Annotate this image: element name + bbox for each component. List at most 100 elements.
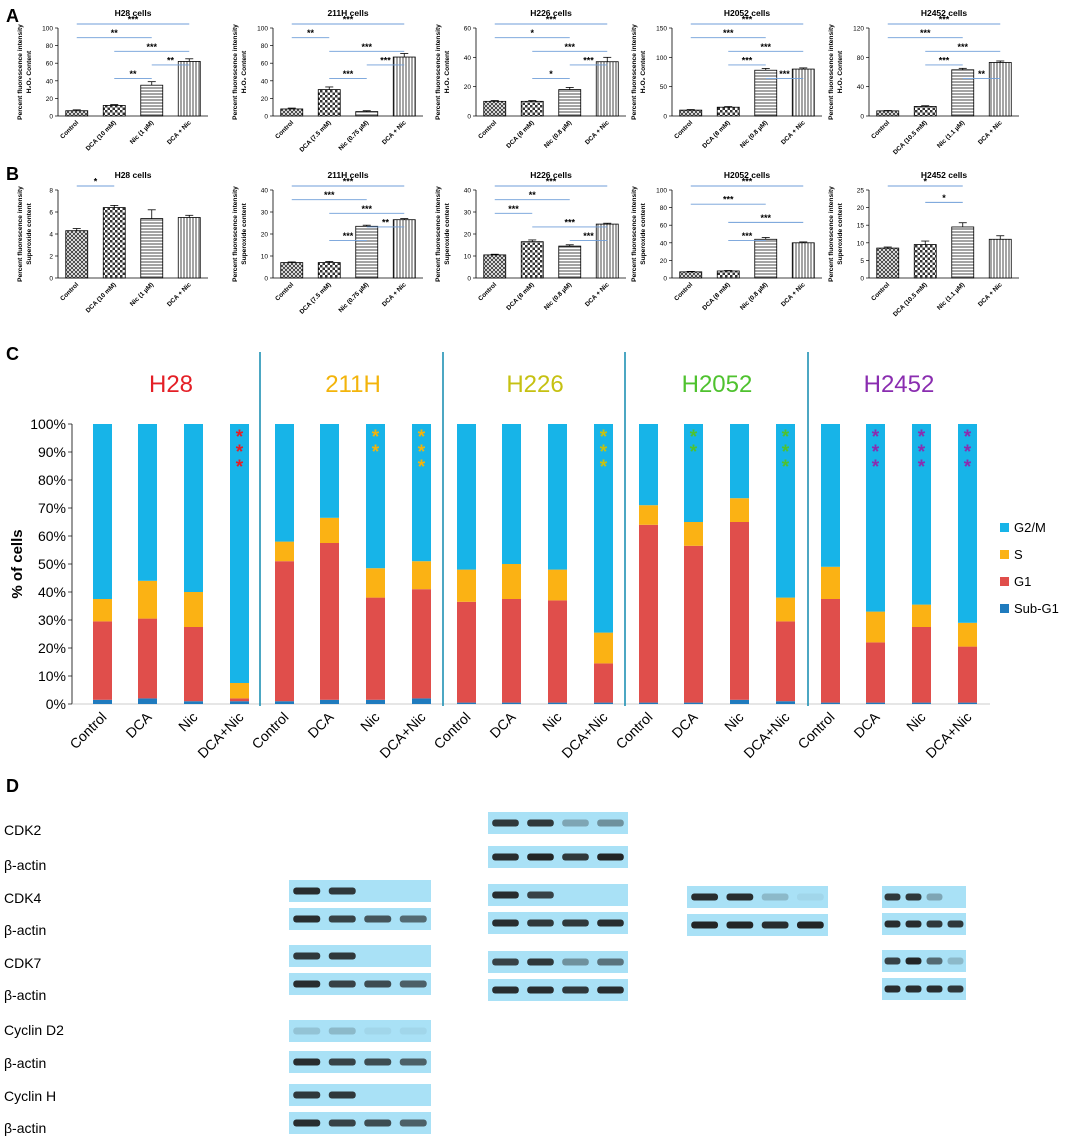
- blot-band: [947, 985, 964, 993]
- blot-strip: [289, 1112, 431, 1134]
- blot-band: [527, 958, 554, 966]
- category-label: Nic (0.8 µM): [543, 119, 573, 149]
- bar: [558, 89, 582, 117]
- chart-b2: 211H cells 0 10 20 30 40 Percent fluorescence …: [232, 170, 423, 316]
- blot-band: [293, 1027, 321, 1035]
- bar: [392, 219, 416, 279]
- blot-band: [884, 985, 901, 993]
- y-tick-label: 50%: [38, 556, 66, 572]
- g1-segment: [912, 627, 931, 703]
- blot-band: [328, 887, 356, 895]
- y-tick-label: 20: [464, 232, 472, 239]
- y-tick-label: 0: [49, 114, 53, 121]
- s-segment: [366, 568, 385, 598]
- blot-band: [905, 985, 922, 993]
- significance-label: ***: [128, 15, 139, 25]
- significance-label: ***: [508, 204, 519, 214]
- sub-g1-segment: [594, 702, 613, 704]
- blot-band: [527, 853, 554, 861]
- blot-band: [328, 915, 356, 923]
- panel-c-cell-cycle: 0% 10% 20% 30% 40% 50% 60% 70% 80% 90% 100% % of ce…: [9, 352, 1059, 761]
- chart-title: H226 cells: [530, 8, 572, 18]
- blot-strip: [289, 1051, 431, 1073]
- blot-band: [562, 958, 589, 966]
- legend-label: G2/M: [1014, 520, 1046, 535]
- y-tick-label: 40: [261, 78, 269, 85]
- blot-band: [726, 893, 754, 901]
- y-tick-label: 15: [857, 223, 865, 230]
- significance-label: *: [94, 177, 98, 187]
- blot-strip: [882, 886, 966, 908]
- category-label: Control: [673, 281, 694, 302]
- g1-segment: [502, 599, 521, 703]
- y-axis-label-2: Superoxide content: [640, 202, 647, 264]
- significance-label: **: [529, 190, 537, 200]
- group-title: H28: [149, 371, 193, 398]
- blot-band: [492, 919, 519, 927]
- y-axis-label: Percent fluorescence intensity: [828, 24, 835, 120]
- y-tick-label: 6: [49, 210, 53, 217]
- significance-star: *: [690, 442, 698, 463]
- blot-band: [562, 853, 589, 861]
- s-segment: [594, 632, 613, 664]
- bar: [791, 68, 815, 117]
- category-label: Nic (0.75 µM): [337, 119, 370, 152]
- y-tick-label: 40: [660, 240, 668, 247]
- category-label: DCA (8 mM): [701, 119, 731, 149]
- blot-band: [328, 1119, 356, 1127]
- legend-swatch: [1000, 523, 1009, 532]
- sub-g1-segment: [320, 699, 339, 704]
- category-label: DCA + Nic: [584, 119, 611, 146]
- significance-label: *: [923, 177, 927, 187]
- s-segment: [93, 599, 112, 622]
- blot-panel-211h: [289, 880, 431, 1134]
- y-tick-label: 150: [656, 26, 667, 33]
- y-tick-label: 4: [49, 232, 53, 239]
- blot-band: [492, 986, 519, 994]
- y-tick-label: 0: [860, 114, 864, 121]
- g2m-segment: [958, 424, 977, 623]
- category-label: Control: [612, 709, 655, 752]
- bar: [317, 262, 341, 279]
- bar: [595, 223, 619, 279]
- blot-strip: [488, 884, 628, 906]
- g2m-segment: [594, 424, 613, 633]
- blot-band: [399, 1058, 427, 1066]
- s-segment: [866, 611, 885, 643]
- significance-label: ***: [760, 213, 771, 223]
- g2m-segment: [230, 424, 249, 683]
- g2m-segment: [776, 424, 795, 598]
- blot-band: [597, 919, 624, 927]
- sub-g1-segment: [138, 698, 157, 704]
- bar: [595, 61, 619, 117]
- category-label: Control: [248, 709, 291, 752]
- bar: [392, 56, 416, 117]
- y-tick-label: 80%: [38, 472, 66, 488]
- y-axis-label-2: H₂O₂ Content: [241, 50, 248, 93]
- s-segment: [230, 683, 249, 699]
- blot-row-label: β-actin: [4, 1055, 46, 1071]
- y-tick-label: 40: [857, 84, 865, 91]
- y-tick-label: 0: [467, 276, 471, 283]
- g1-segment: [93, 621, 112, 700]
- blot-band: [328, 1058, 356, 1066]
- sub-g1-segment: [184, 701, 203, 704]
- blot-band: [293, 1119, 321, 1127]
- s-segment: [912, 604, 931, 627]
- significance-star: *: [236, 457, 244, 478]
- panel-label-d: D: [6, 776, 19, 796]
- s-segment: [958, 622, 977, 647]
- y-tick-label: 60%: [38, 528, 66, 544]
- chart-a4: H2052 cells 0 50 100 150 Percent fluorescence…: [631, 8, 822, 150]
- significance-label: **: [382, 217, 390, 227]
- significance-label: *: [942, 193, 946, 203]
- g1-segment: [684, 545, 703, 703]
- chart-title: H2052 cells: [724, 170, 771, 180]
- blot-band: [796, 921, 824, 929]
- chart-a3: H226 cells 0 20 40 60 Percent fluorescence in…: [435, 8, 626, 150]
- sub-g1-segment: [912, 702, 931, 704]
